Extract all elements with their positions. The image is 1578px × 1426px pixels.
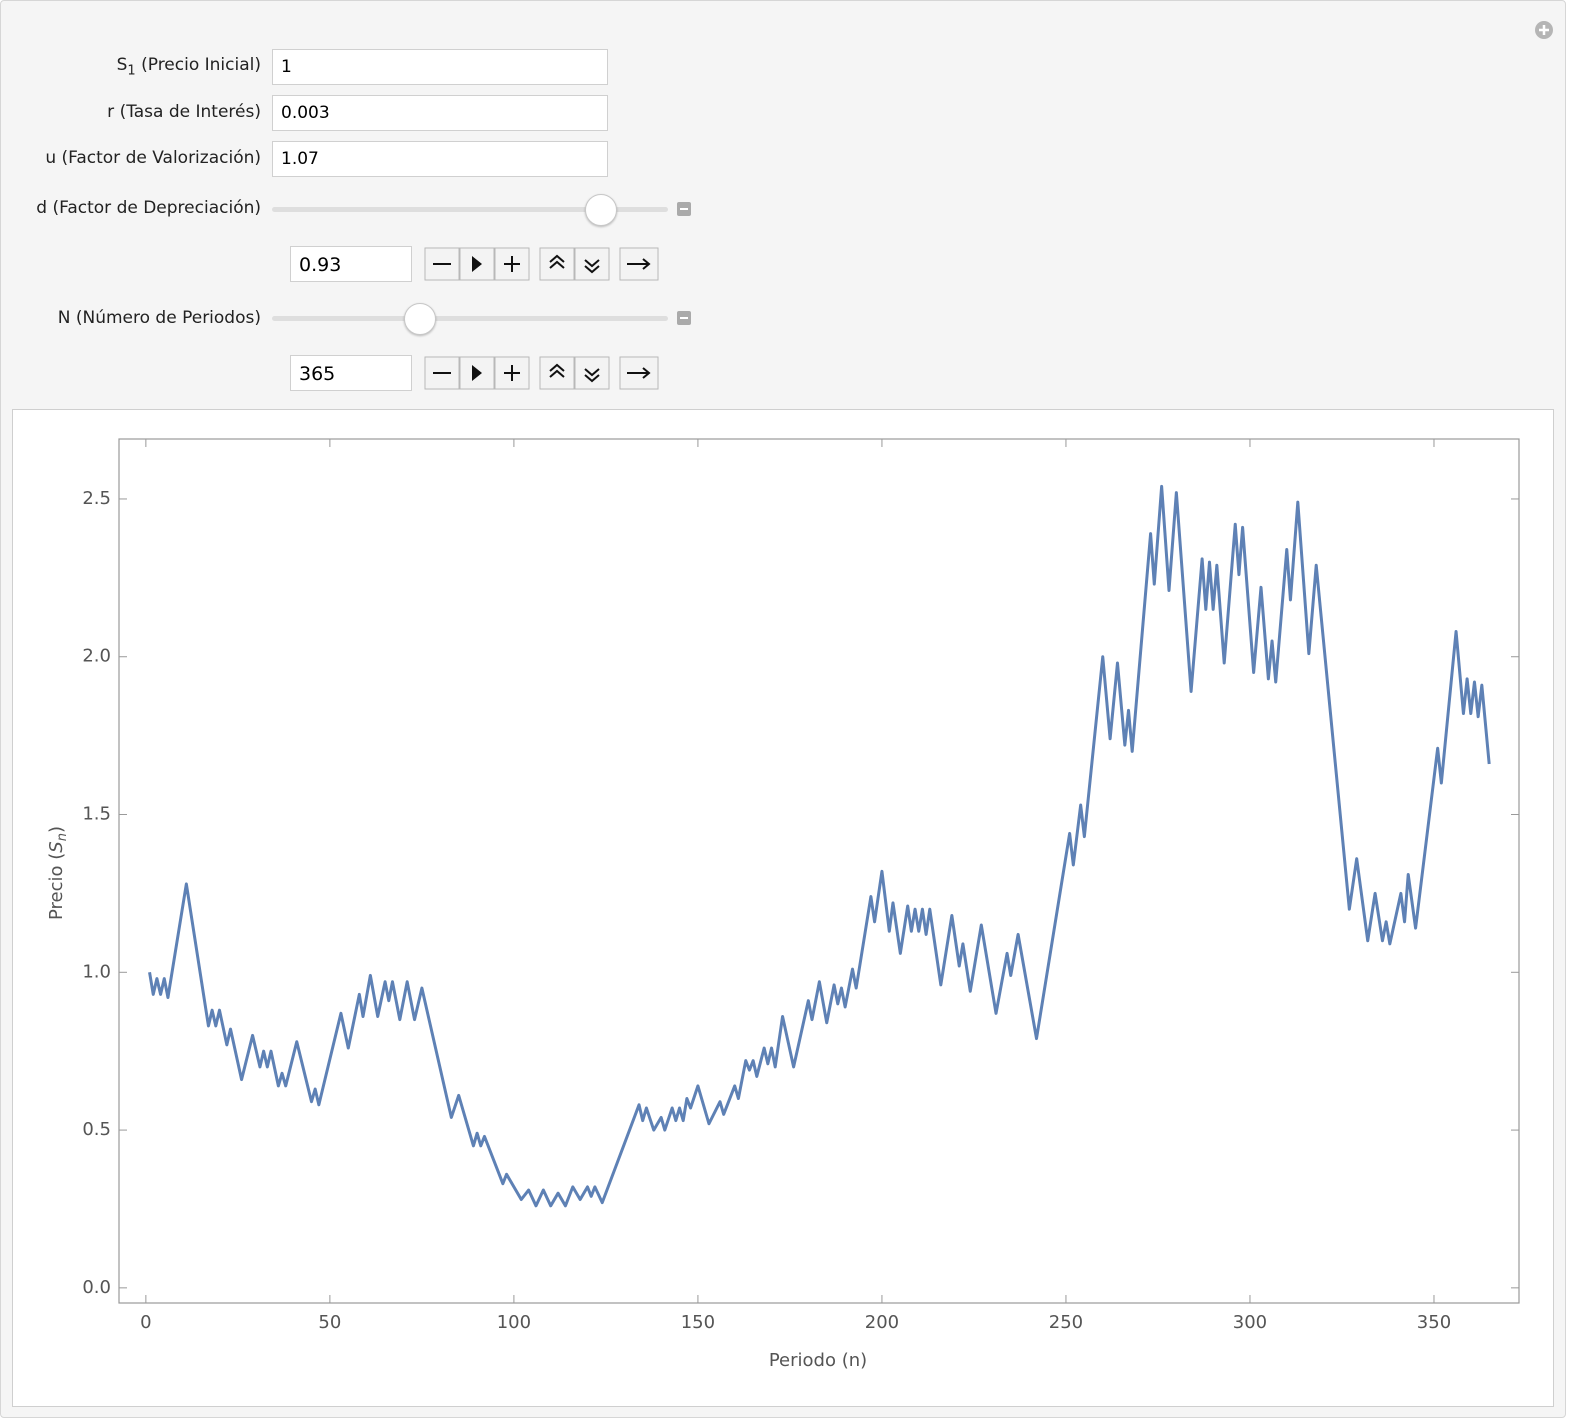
- control-label: S1 (Precio Inicial): [116, 55, 261, 79]
- control-label: r (Tasa de Interés): [107, 102, 261, 122]
- price-line: [148, 484, 1491, 1208]
- collapse-button[interactable]: [677, 202, 691, 216]
- x-tick-label: 300: [1233, 1312, 1267, 1333]
- y-tick-label: 0.5: [82, 1119, 111, 1140]
- animation-buttons[interactable]: [424, 247, 660, 281]
- input-field[interactable]: 1: [272, 49, 608, 85]
- input-field[interactable]: 1.07: [272, 141, 608, 177]
- y-axis-label: Precio (Sn): [46, 826, 70, 920]
- x-tick-label: 150: [681, 1312, 715, 1333]
- y-tick-label: 2.0: [82, 646, 111, 667]
- y-tick-label: 2.5: [82, 488, 111, 509]
- control-label: u (Factor de Valorización): [45, 148, 261, 168]
- plot-frame: [118, 438, 1520, 1304]
- slider-thumb[interactable]: [585, 194, 617, 226]
- y-tick-label: 1.0: [82, 961, 111, 982]
- options-button[interactable]: [1534, 20, 1554, 40]
- input-field[interactable]: 0.003: [272, 95, 608, 131]
- slider-track[interactable]: [272, 316, 668, 321]
- x-axis-label: Periodo (n): [769, 1350, 867, 1371]
- slider-label: N (Número de Periodos): [57, 308, 261, 328]
- x-tick-label: 50: [318, 1312, 341, 1333]
- slider-value[interactable]: 365: [290, 355, 412, 391]
- y-tick-label: 1.5: [82, 804, 111, 825]
- y-tick-label: 0.0: [82, 1277, 111, 1298]
- slider-label: d (Factor de Depreciación): [36, 198, 261, 218]
- x-tick-label: 100: [497, 1312, 531, 1333]
- x-tick-label: 0: [140, 1312, 151, 1333]
- animation-buttons[interactable]: [424, 356, 660, 390]
- slider-track[interactable]: [272, 207, 668, 212]
- x-tick-label: 200: [865, 1312, 899, 1333]
- x-tick-label: 350: [1417, 1312, 1451, 1333]
- collapse-button[interactable]: [677, 311, 691, 325]
- slider-thumb[interactable]: [404, 303, 436, 335]
- plot-area: [12, 409, 1554, 1407]
- x-tick-label: 250: [1049, 1312, 1083, 1333]
- slider-value[interactable]: 0.93: [290, 246, 412, 282]
